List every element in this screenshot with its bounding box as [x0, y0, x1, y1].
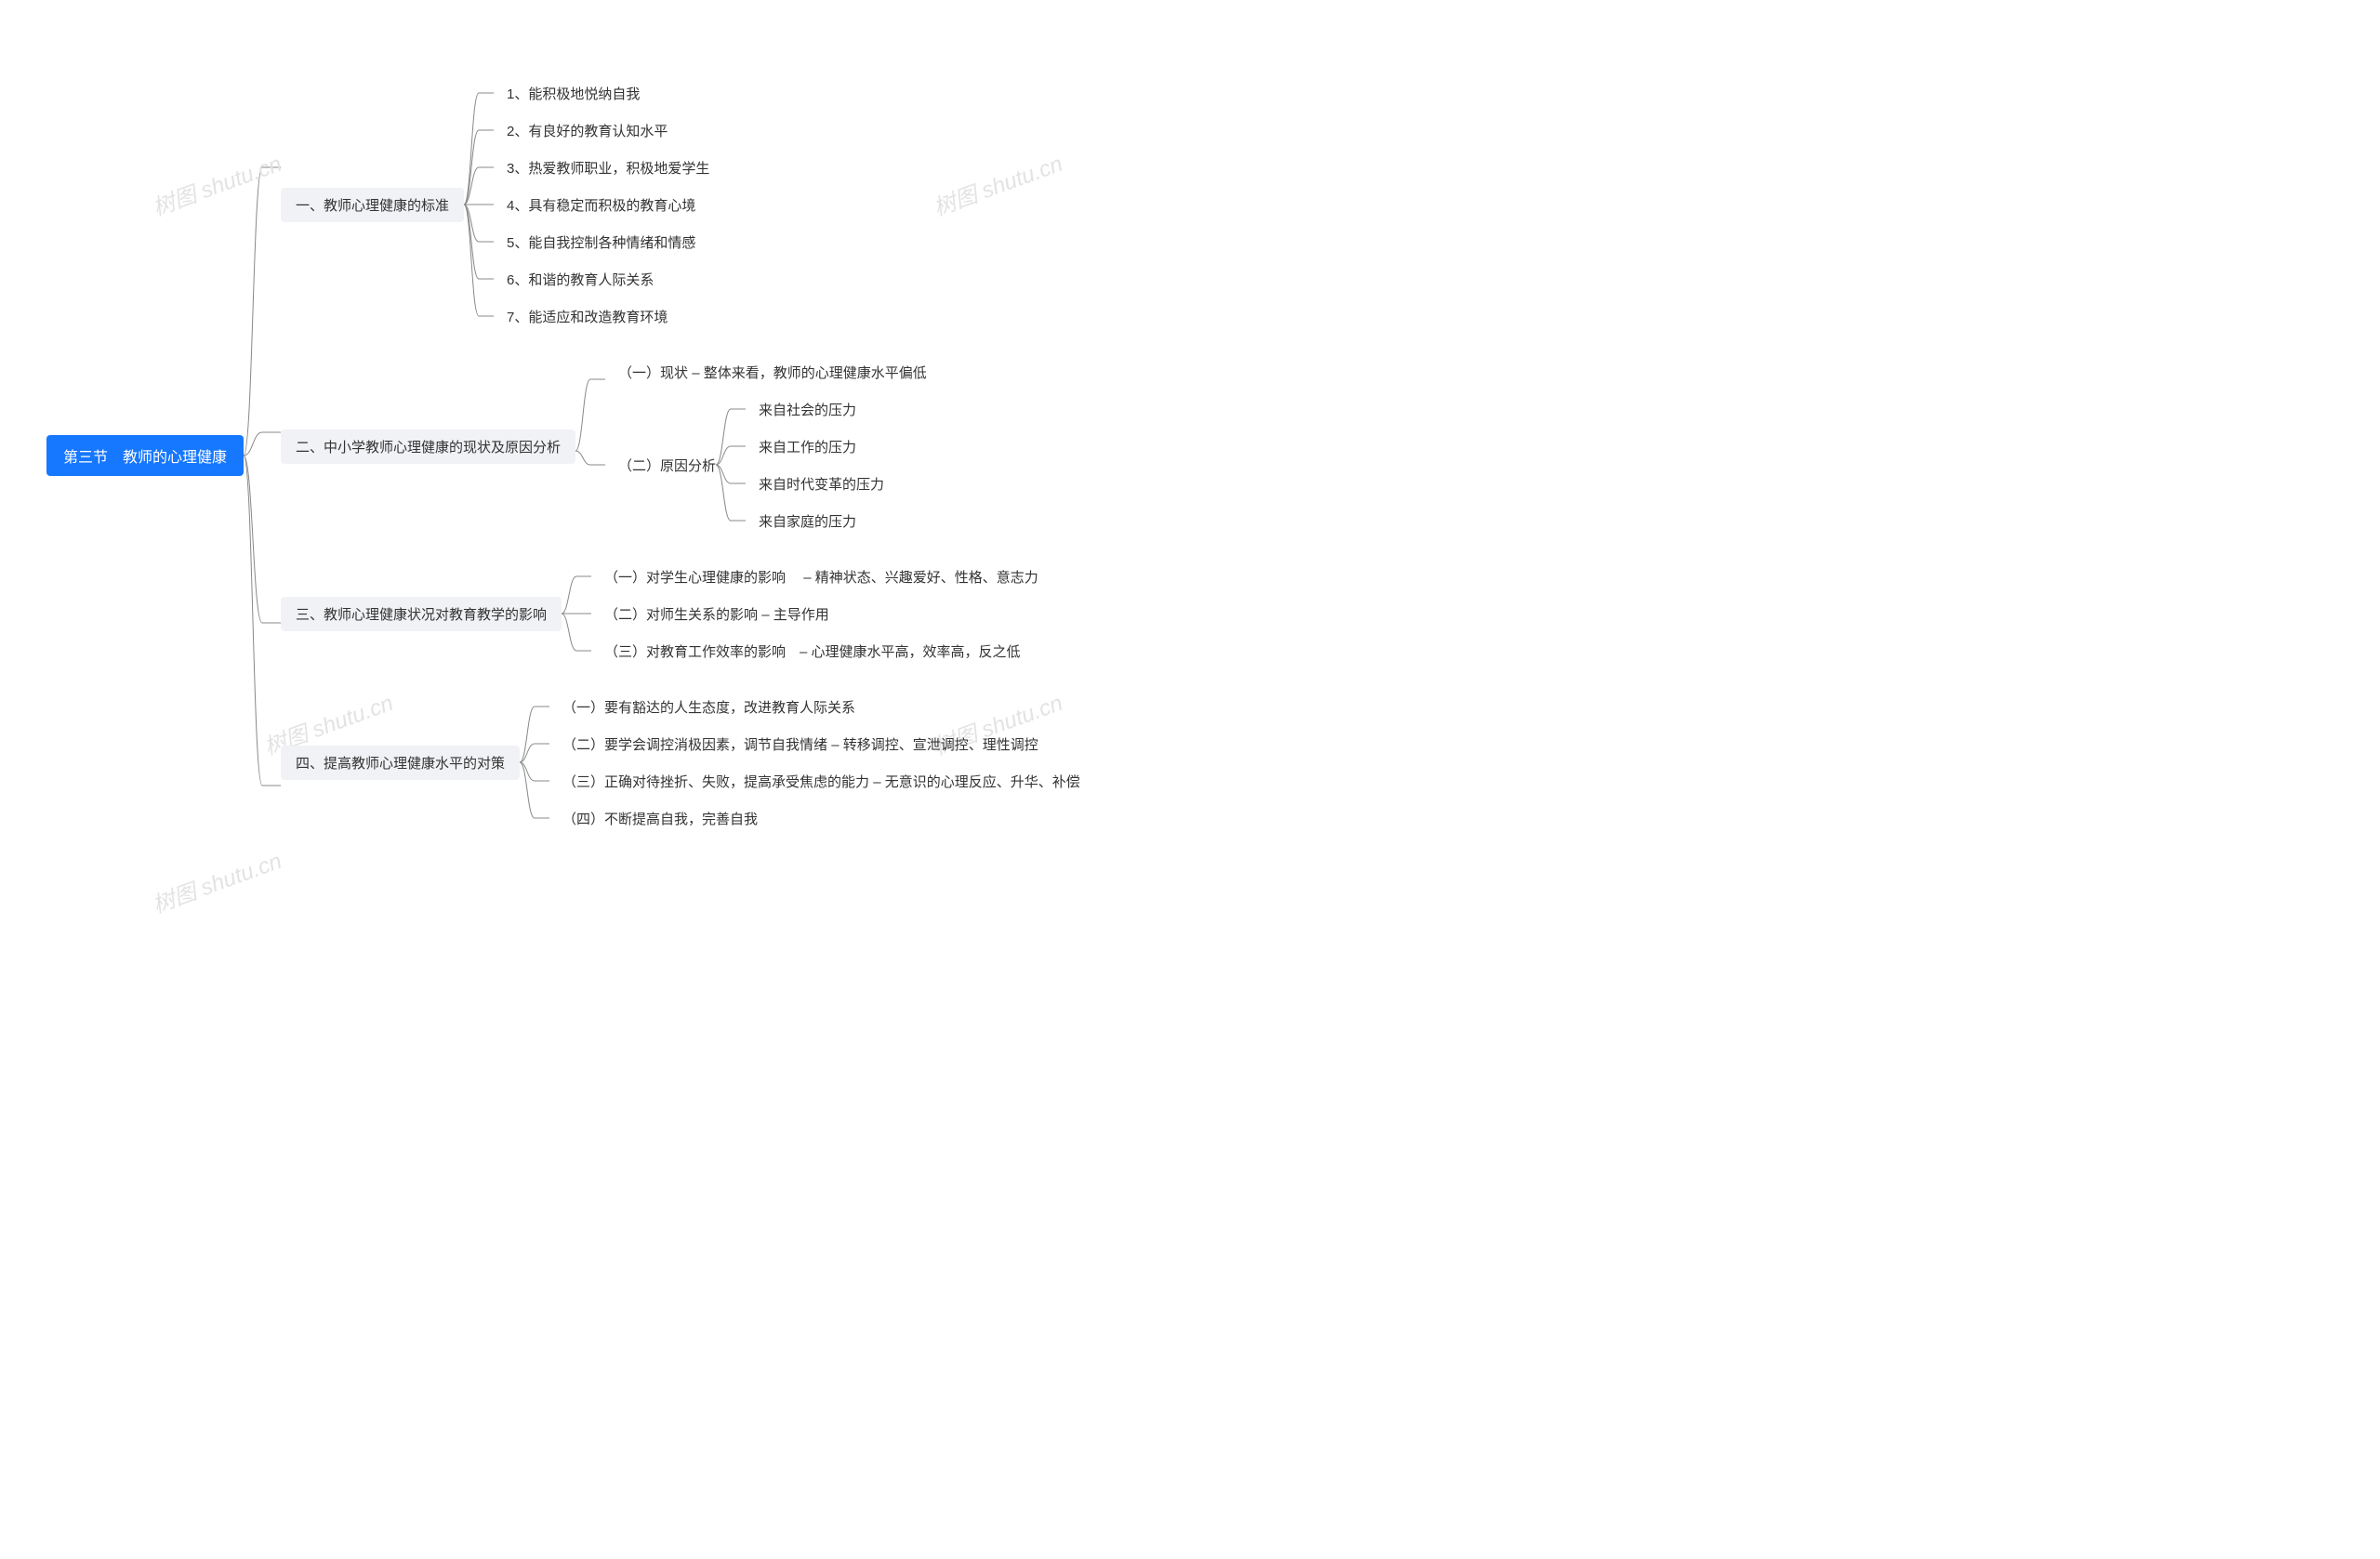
leaf-3-3[interactable]: （三）对教育工作效率的影响 – 心理健康水平高，效率高，反之低: [591, 632, 1038, 669]
mindmap: 第三节 教师的心理健康 一、教师心理健康的标准 1、能积极地悦纳自我 2、有良好…: [46, 37, 2334, 874]
leaf-2-2-4[interactable]: 来自家庭的压力: [746, 502, 884, 539]
leaf-2-2-3[interactable]: 来自时代变革的压力: [746, 465, 884, 502]
sub-2-2: （二）原因分析 来自社会的压力 来自工作的压力 来自时代变革的压力 来自家庭的压…: [605, 390, 927, 539]
bracket-4: [520, 688, 549, 837]
leaf-2-2[interactable]: （二）原因分析: [605, 390, 716, 539]
branch-4: 四、提高教师心理健康水平的对策 （一）要有豁达的人生态度，改进教育人际关系 （二…: [281, 688, 1080, 837]
bracket-1: [464, 74, 494, 335]
leaf-3-1[interactable]: （一）对学生心理健康的影响 – 精神状态、兴趣爱好、性格、意志力: [591, 558, 1038, 595]
branch-3: 三、教师心理健康状况对教育教学的影响 （一）对学生心理健康的影响 – 精神状态、…: [281, 558, 1080, 669]
bracket-2-2: [716, 390, 746, 539]
root-node[interactable]: 第三节 教师的心理健康: [46, 435, 244, 476]
bracket-2: [575, 353, 605, 539]
leaf-3-2[interactable]: （二）对师生关系的影响 – 主导作用: [591, 595, 1038, 632]
leaf-1-3[interactable]: 3、热爱教师职业，积极地爱学生: [494, 149, 709, 186]
leaf-4-4[interactable]: （四）不断提高自我，完善自我: [549, 799, 1080, 837]
leaf-1-5[interactable]: 5、能自我控制各种情绪和情感: [494, 223, 709, 260]
leaf-4-1[interactable]: （一）要有豁达的人生态度，改进教育人际关系: [549, 688, 1080, 725]
l1-node-4[interactable]: 四、提高教师心理健康水平的对策: [281, 746, 520, 780]
branch-1: 一、教师心理健康的标准 1、能积极地悦纳自我 2、有良好的教育认知水平 3、热爱…: [281, 74, 1080, 335]
leaf-2-2-1[interactable]: 来自社会的压力: [746, 390, 884, 428]
leaf-2-2-2[interactable]: 来自工作的压力: [746, 428, 884, 465]
leaf-1-7[interactable]: 7、能适应和改造教育环境: [494, 297, 709, 335]
branch-2: 二、中小学教师心理健康的现状及原因分析 （一）现状 – 整体来看，教师的心理健康…: [281, 353, 1080, 539]
bracket-3: [562, 558, 591, 669]
root-bracket: [244, 37, 281, 874]
l1-node-3[interactable]: 三、教师心理健康状况对教育教学的影响: [281, 597, 562, 631]
l1-node-1[interactable]: 一、教师心理健康的标准: [281, 188, 464, 222]
l1-node-2[interactable]: 二、中小学教师心理健康的现状及原因分析: [281, 429, 575, 464]
leaf-4-3[interactable]: （三）正确对待挫折、失败，提高承受焦虑的能力 – 无意识的心理反应、升华、补偿: [549, 762, 1080, 799]
leaf-1-2[interactable]: 2、有良好的教育认知水平: [494, 112, 709, 149]
leaf-1-4[interactable]: 4、具有稳定而积极的教育心境: [494, 186, 709, 223]
leaf-4-2[interactable]: （二）要学会调控消极因素，调节自我情绪 – 转移调控、宣泄调控、理性调控: [549, 725, 1080, 762]
leaf-2-1[interactable]: （一）现状 – 整体来看，教师的心理健康水平偏低: [605, 353, 927, 390]
leaf-1-1[interactable]: 1、能积极地悦纳自我: [494, 74, 709, 112]
leaf-1-6[interactable]: 6、和谐的教育人际关系: [494, 260, 709, 297]
